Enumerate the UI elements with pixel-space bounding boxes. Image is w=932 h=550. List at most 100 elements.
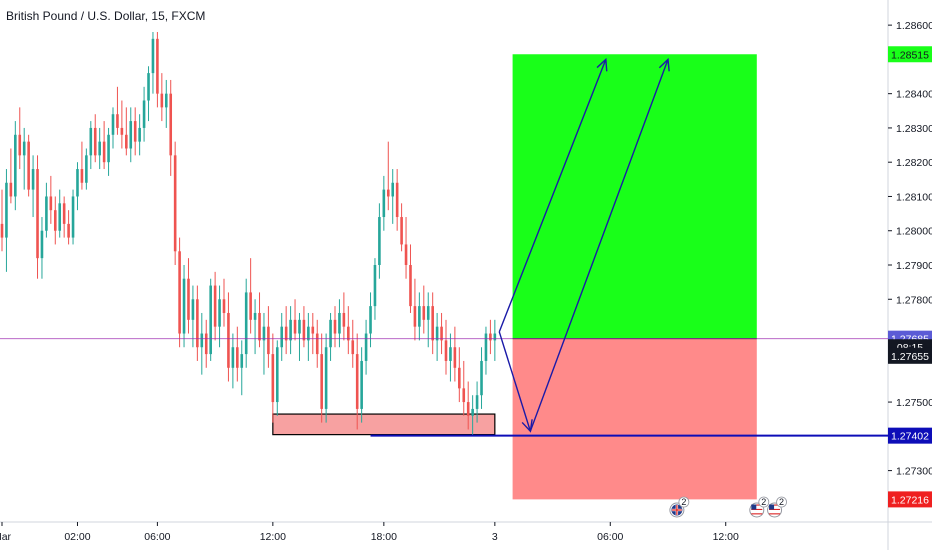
candle-body	[258, 312, 261, 341]
candle	[204, 319, 208, 368]
candle	[22, 127, 26, 190]
price-axis[interactable]: 1.27300 1.27500 1.27800 1.27900 1.28000 1.281…	[888, 20, 932, 478]
price-tag: 1.27216	[888, 491, 932, 508]
price-tag-label: 1.27402	[891, 431, 929, 443]
candle-body	[236, 347, 239, 368]
candle	[307, 312, 310, 361]
candle-body	[484, 333, 488, 361]
candle	[58, 189, 62, 238]
candle	[249, 258, 252, 334]
candle	[400, 203, 403, 252]
time-axis[interactable]: Mar 02:00 06:00 12:00 18:00 3 06:00 12:00	[0, 522, 739, 543]
candle-body	[386, 189, 390, 197]
candle	[271, 333, 275, 423]
price-tag-label: 1.27216	[891, 494, 929, 506]
candle	[31, 155, 35, 218]
candle	[302, 306, 306, 348]
candle	[200, 312, 204, 375]
candle-body	[244, 292, 248, 355]
candle-body	[160, 93, 164, 108]
candle	[138, 114, 141, 156]
candle	[14, 121, 17, 211]
badge-count: 2	[779, 497, 784, 507]
candle	[449, 333, 452, 382]
candle-body	[138, 127, 141, 142]
candle	[45, 182, 48, 238]
candle-body	[315, 333, 319, 355]
candle-body	[116, 114, 119, 128]
projection-arrows	[498, 57, 670, 433]
candle-body	[262, 326, 266, 341]
candle	[289, 306, 292, 355]
candle-body	[231, 347, 235, 368]
candle-body	[373, 265, 377, 307]
candle	[258, 292, 261, 348]
candle	[5, 169, 8, 272]
candle-body	[333, 319, 337, 334]
event-badge[interactable]: 2	[669, 496, 690, 518]
candle-body	[40, 230, 44, 259]
candle-body	[418, 306, 421, 327]
candle-body	[102, 141, 106, 163]
candle	[169, 79, 173, 176]
candle	[218, 285, 221, 348]
candle-body	[169, 93, 173, 156]
candle	[116, 86, 119, 135]
y-tick-label: 1.27900	[896, 260, 932, 272]
badge-count-bubble	[758, 496, 770, 508]
candle	[493, 319, 497, 361]
candle-body	[320, 354, 323, 409]
candle-body	[293, 319, 297, 334]
candle-body	[98, 141, 101, 156]
candle	[426, 292, 430, 348]
candle-body	[400, 217, 403, 245]
event-badges[interactable]: 2 2 2	[669, 496, 787, 518]
y-tick-label: 1.27800	[896, 294, 932, 306]
arrow-shaft	[529, 59, 669, 432]
candle-body	[129, 121, 133, 149]
flag-stripe	[769, 511, 781, 513]
candle	[320, 333, 323, 423]
candle-body	[85, 155, 88, 183]
y-tick-label: 1.28000	[896, 226, 932, 238]
horizontal-levels	[0, 338, 888, 437]
candle-body	[280, 326, 284, 348]
candle-body	[369, 306, 372, 334]
candle	[227, 292, 230, 382]
candle-body	[302, 319, 306, 341]
candle	[298, 312, 301, 361]
profit-zone	[512, 54, 757, 339]
candle	[120, 100, 124, 149]
candle	[418, 292, 421, 341]
x-tick-label: 12:00	[713, 531, 739, 543]
candle	[27, 134, 30, 197]
candle	[329, 312, 332, 361]
candle	[275, 340, 279, 416]
candle	[262, 312, 266, 375]
candle	[156, 31, 159, 108]
candle-body	[249, 292, 252, 320]
event-badge[interactable]: 2	[749, 496, 770, 518]
candle	[160, 73, 164, 122]
candle	[53, 196, 57, 245]
candle	[347, 306, 350, 355]
candle-body	[147, 73, 150, 101]
event-badge[interactable]: 2	[767, 496, 787, 518]
price-tag: 1.28515	[888, 46, 932, 63]
candle	[409, 244, 412, 313]
candle	[284, 306, 288, 355]
candle	[67, 210, 70, 245]
candle-body	[133, 121, 137, 142]
candle-body	[444, 340, 448, 361]
candle-body	[404, 244, 408, 265]
candle	[244, 278, 248, 368]
candle	[315, 319, 319, 368]
candle-body	[164, 93, 168, 108]
candle-body	[395, 182, 399, 218]
candle	[391, 169, 395, 224]
candle-body	[449, 347, 452, 361]
candle	[311, 312, 315, 355]
candle	[182, 265, 186, 348]
candle-body	[142, 100, 146, 128]
